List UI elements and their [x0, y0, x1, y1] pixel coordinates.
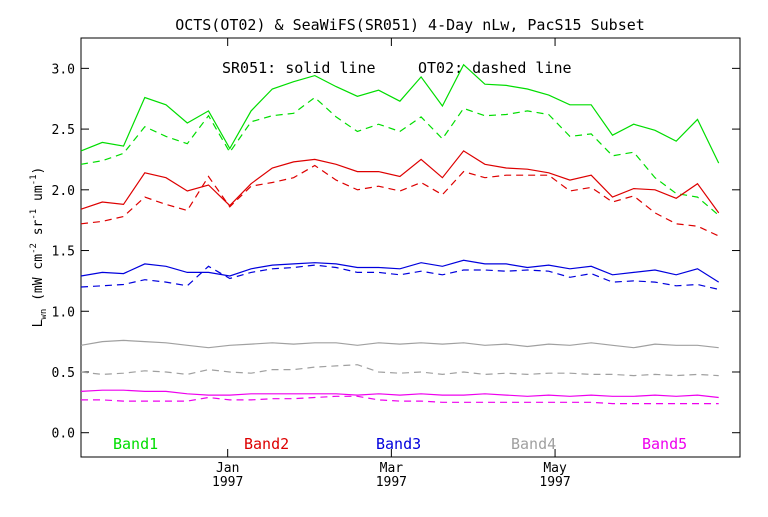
y-tick-label: 3.0: [52, 62, 75, 77]
x-tick-year-label: 1997: [539, 475, 570, 490]
legend-entry-band3: Band3: [376, 435, 421, 453]
x-tick-month-label: May: [543, 461, 567, 476]
legend-entry-band1: Band1: [113, 435, 158, 453]
series-line-band2: [80, 150, 720, 214]
x-tick-year-label: 1997: [212, 475, 243, 490]
y-tick-label: 2.0: [52, 184, 75, 199]
legend-entry-band4: Band4: [511, 435, 556, 453]
x-tick-month-label: Jan: [216, 461, 239, 476]
series-line-band1-ot02: [80, 96, 720, 216]
y-axis: 0.0 0.5 1.0 1.5 2.0 2.5 3.0: [52, 62, 740, 442]
y-tick-label: 1.0: [52, 305, 75, 320]
y-axis-label: Lwn (mW cm-2 sr-1 um-1): [29, 167, 49, 328]
y-tick-label: 0.5: [52, 366, 75, 381]
y-tick-label: 2.5: [52, 123, 75, 138]
chart-title: OCTS(OT02) & SeaWiFS(SR051) 4-Day nLw, P…: [175, 16, 645, 34]
series-line-band5-ot02: [81, 395, 719, 405]
series-layer: [80, 63, 720, 405]
legend-entry-band5: Band5: [642, 435, 687, 453]
legend: Band1 Band2 Band3 Band4 Band5: [113, 435, 687, 453]
series-line-band3: [80, 259, 720, 283]
plot-frame: [80, 37, 741, 458]
x-tick-month-label: Mar: [380, 461, 404, 476]
series-line-band1: [80, 63, 720, 164]
annotation-dashed-line: OT02: dashed line: [418, 59, 572, 77]
legend-entry-band2: Band2: [244, 435, 289, 453]
y-tick-label: 0.0: [52, 427, 75, 442]
y-tick-label: 1.5: [52, 245, 75, 260]
series-line-band4-ot02: [80, 364, 719, 377]
series-line-band5: [80, 389, 719, 399]
series-line-band4: [80, 339, 719, 349]
annotation-solid-line: SR051: solid line: [222, 59, 376, 77]
x-tick-year-label: 1997: [376, 475, 407, 490]
